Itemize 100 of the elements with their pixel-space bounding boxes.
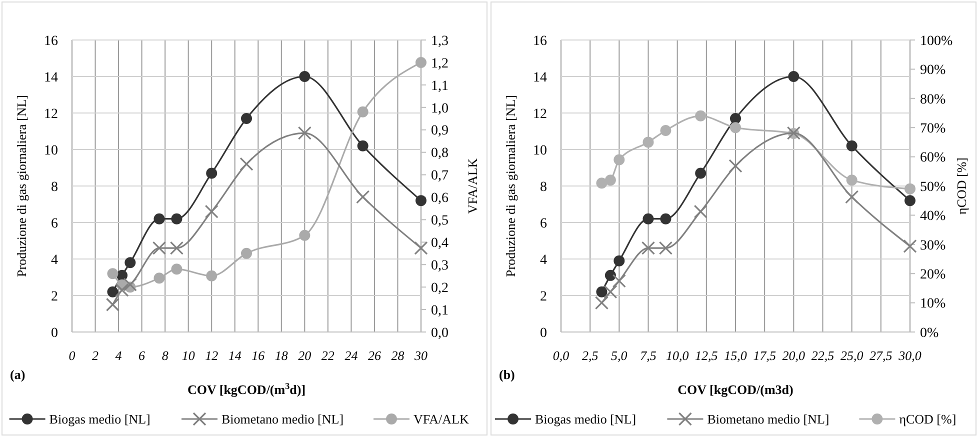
point [152,241,166,255]
x-tick-label: 12,5 [695,348,718,363]
y2-tick-label: 100% [920,34,953,49]
x-tick-label: 24 [344,348,358,363]
point [241,248,252,259]
point [171,213,182,224]
x-axis-title: COV [kgCOD/(m$^{3}$d)] [187,381,306,397]
y2-tick-label: 0,4 [431,236,448,252]
point [154,213,165,224]
x-tick-label: 27,5 [870,348,893,363]
point [596,178,608,189]
y2-axis-title: VFA/ALK [465,158,480,214]
point [170,241,184,255]
y2-tick-label: 0,0 [431,326,448,341]
y2-tick-label: 0,8 [431,146,448,162]
y-tick-label: 6 [540,216,547,232]
point [641,241,656,255]
y-axis-title: Produzione di gas giornaliera [NL] [14,95,29,277]
y2-tick-label: 1,2 [431,56,448,72]
y-tick-label: 10 [44,143,58,158]
point [357,106,368,118]
x-tick-label: 30,0 [898,348,922,363]
x-tick-label: 12 [205,348,219,363]
y2-tick-label: 30% [920,238,946,254]
y2-tick-label: 0,3 [431,258,448,274]
y-tick-label: 16 [44,34,58,49]
x-axis-title: COV [kgCOD/(m3d) [678,382,794,397]
x-tick-label: 18 [274,348,288,363]
y2-tick-label: 1,1 [431,78,448,94]
point [604,270,616,281]
y-tick-label: 8 [540,180,547,195]
point [123,278,137,292]
point [642,136,654,148]
x-tick-label: 26 [368,348,382,363]
x-tick-label: 10,0 [666,348,690,363]
point [846,174,858,186]
y2-tick-label: 0,2 [431,280,448,296]
y-tick-label: 0 [51,326,58,341]
point [107,286,118,298]
legend-label: Biometano medio [NL] [222,412,344,427]
point [788,71,800,82]
y2-tick-label: 0,9 [431,124,448,139]
y2-tick-label: 50% [920,180,946,195]
point [416,195,426,206]
x-tick-label: 15,0 [724,348,748,363]
y2-tick-label: 10% [920,296,946,312]
y2-tick-label: 40% [920,209,946,224]
y2-tick-label: 1,0 [431,101,448,116]
x-tick-label: 20 [298,348,312,363]
y2-tick-label: 0% [920,326,939,341]
point [846,140,858,152]
point [299,71,310,82]
y-tick-label: 4 [540,252,547,268]
point [298,126,312,140]
x-tick-label: 8 [162,348,169,363]
point [124,257,136,268]
y-tick-label: 16 [533,34,547,49]
x-tick-label: 28 [391,348,405,363]
point [604,174,616,186]
y2-tick-label: 0,5 [431,214,448,229]
point [241,112,252,124]
point [171,264,182,275]
point [416,56,426,68]
y-tick-label: 12 [44,106,58,122]
y-tick-label: 10 [533,143,547,158]
point [903,239,917,254]
x-tick-label: 4 [115,348,122,363]
legend-label: Biogas medio [NL] [49,412,150,427]
y-axis-title: Produzione di gas giornaliera [NL] [503,95,518,277]
point [904,195,916,206]
point [206,168,218,179]
point [695,110,706,122]
legend-label: Biogas medio [NL] [535,412,636,427]
y2-tick-label: 20% [920,268,946,282]
x-tick-label: 10 [182,348,196,363]
y2-axis-title: ηCOD [%] [954,158,969,214]
point [660,125,672,136]
x-tick-label: 30 [414,348,428,363]
point [730,112,741,124]
point [357,140,368,152]
legend-label: VFA/ALK [414,412,470,427]
y-tick-label: 14 [533,70,547,86]
y-tick-label: 6 [51,216,58,232]
text: (b) [499,367,515,382]
x-tick-label: 0,0 [552,348,570,363]
y2-tick-label: 70% [920,122,946,136]
y2-tick-label: 60% [920,150,946,166]
x-tick-label: 2,5 [582,348,599,363]
x-tick-label: 17,5 [753,348,776,363]
y2-tick-label: 0,6 [431,191,448,206]
point [658,241,672,255]
y-tick-label: 2 [540,289,547,304]
point [154,272,165,284]
point [612,274,626,288]
point [299,230,310,241]
point [106,298,120,312]
point [845,190,859,204]
y2-tick-label: 80% [920,92,946,108]
point [206,270,218,282]
point [614,255,625,266]
